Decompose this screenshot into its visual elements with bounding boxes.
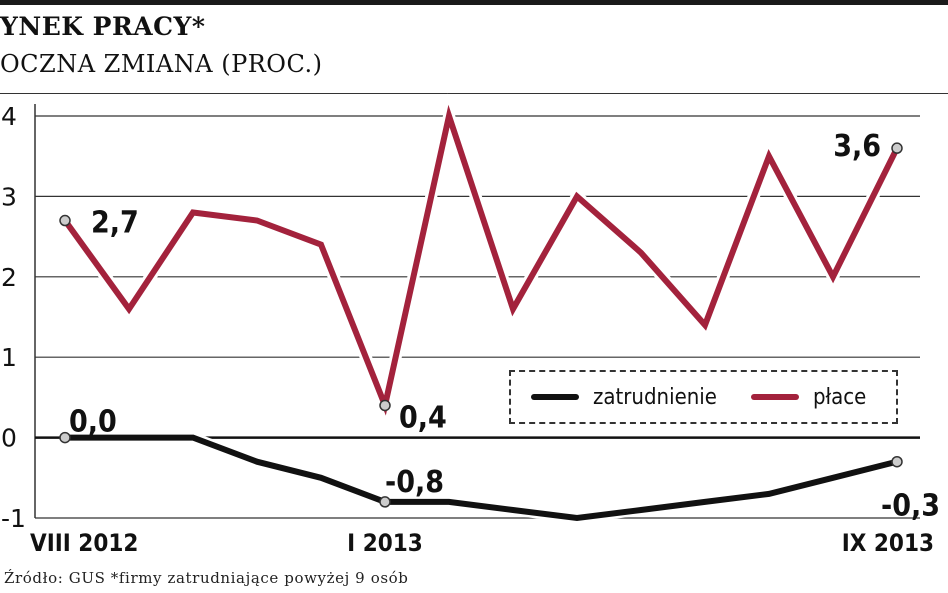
data-point-marker	[379, 399, 391, 412]
legend-swatch-wages	[750, 394, 799, 400]
data-label: -0,3	[881, 489, 940, 524]
legend-label-employment: zatrudnienie	[593, 384, 717, 410]
top-border	[0, 0, 948, 5]
series-line-wages	[62, 104, 900, 416]
chart-legend: zatrudnienie płace	[509, 370, 898, 424]
data-point-marker	[891, 455, 903, 468]
legend-item-employment: zatrudnienie	[531, 385, 717, 410]
data-point-marker	[59, 431, 71, 444]
data-point-marker	[59, 214, 71, 227]
data-label: 0,0	[69, 405, 117, 440]
y-tick-label: 3	[1, 182, 17, 211]
header-divider	[0, 93, 948, 94]
y-tick-label: 1	[1, 343, 17, 372]
y-tick-label: -1	[1, 504, 26, 533]
chart-title: YNEK PRACY*	[0, 12, 206, 41]
data-point-marker	[379, 496, 391, 508]
source-note: Źródło: GUS *firmy zatrudniające powyżej…	[4, 569, 409, 587]
series-line-employment	[62, 434, 900, 522]
y-tick-label: 2	[1, 263, 17, 292]
x-tick-label: VIII 2012	[30, 529, 138, 557]
y-tick-label: 4	[1, 102, 17, 131]
data-point-marker	[891, 142, 903, 154]
legend-label-wages: płace	[812, 384, 867, 410]
chart-subtitle: OCZNA ZMIANA (PROC.)	[0, 50, 323, 78]
data-label: 3,6	[833, 129, 881, 164]
legend-swatch-employment	[531, 394, 579, 400]
data-label: 0,4	[399, 400, 447, 435]
x-tick-label: I 2013	[347, 529, 423, 557]
data-label: 2,7	[91, 206, 139, 241]
data-label: -0,8	[385, 465, 444, 500]
x-tick-label: IX 2013	[842, 529, 934, 557]
legend-item-wages: płace	[750, 384, 867, 410]
y-tick-label: 0	[1, 424, 17, 453]
